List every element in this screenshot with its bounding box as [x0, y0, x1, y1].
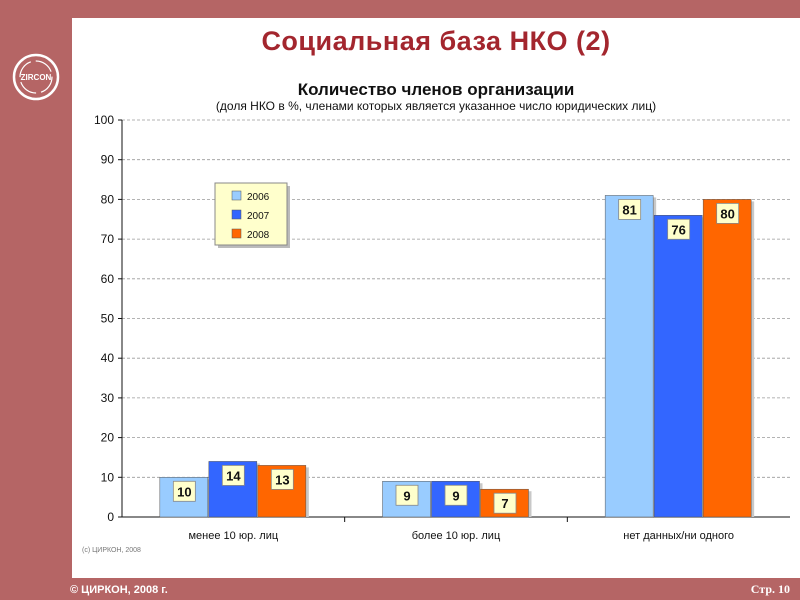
footer: © ЦИРКОН, 2008 г. Стр. 10: [0, 578, 800, 600]
chart-credit: (с) ЦИРКОН, 2008: [82, 547, 141, 554]
data-label-box: [444, 484, 468, 506]
data-label-box: [172, 480, 196, 502]
y-tick-label: 40: [101, 351, 115, 365]
bar-2007: [653, 215, 703, 518]
data-label: 76: [671, 222, 685, 237]
data-label: 81: [622, 202, 636, 217]
logo-text: ZIRCON: [21, 73, 52, 82]
data-label-box: [667, 218, 691, 240]
legend-swatch-2006: [231, 190, 242, 201]
y-tick-label: 70: [101, 232, 115, 246]
chart-subtitle: (доля НКО в %, членами которых является …: [215, 99, 657, 113]
page-number: Стр. 10: [750, 582, 790, 596]
legend-swatch-2007: [231, 209, 242, 220]
legend-label: 2007: [247, 211, 270, 222]
data-label-box: [716, 202, 740, 224]
zircon-logo-icon: ZIRCON: [12, 53, 60, 101]
y-tick-label: 20: [101, 431, 115, 445]
chart-title: Количество членов организации: [297, 80, 575, 99]
footer-copyright: © ЦИРКОН, 2008 г.: [70, 584, 168, 596]
bar-2006: [604, 195, 654, 518]
data-label: 14: [226, 468, 241, 483]
legend-label: 2008: [247, 230, 270, 241]
data-label-box: [395, 484, 419, 506]
data-label: 80: [720, 206, 734, 221]
category-label: более 10 юр. лиц: [412, 530, 501, 542]
data-label-box: [493, 492, 517, 514]
y-tick-label: 90: [101, 153, 115, 167]
data-label: 7: [501, 496, 508, 511]
y-tick-label: 80: [101, 192, 115, 206]
y-tick-label: 60: [101, 272, 115, 286]
top-bar: [72, 0, 800, 18]
data-label-box: [618, 199, 642, 220]
bar-2008: [702, 199, 752, 518]
legend-label: 2006: [247, 192, 270, 203]
data-label: 9: [452, 488, 459, 503]
y-tick-label: 100: [94, 113, 114, 127]
legend: [214, 182, 288, 246]
sidebar: ZIRCON: [0, 0, 72, 578]
category-label: менее 10 юр. лиц: [188, 530, 278, 542]
y-tick-label: 50: [101, 312, 115, 326]
category-label: нет данных/ни одного: [623, 530, 734, 542]
slide-title: Социальная база НКО (2): [261, 26, 611, 56]
data-label: 10: [177, 484, 191, 499]
y-tick-label: 10: [101, 470, 115, 484]
legend-swatch-2008: [231, 228, 242, 239]
data-label-box: [270, 468, 294, 490]
data-label: 13: [275, 472, 289, 487]
data-label-box: [221, 465, 245, 486]
data-label: 9: [403, 488, 410, 503]
y-tick-label: 30: [101, 391, 115, 405]
y-tick-label: 0: [107, 510, 114, 524]
